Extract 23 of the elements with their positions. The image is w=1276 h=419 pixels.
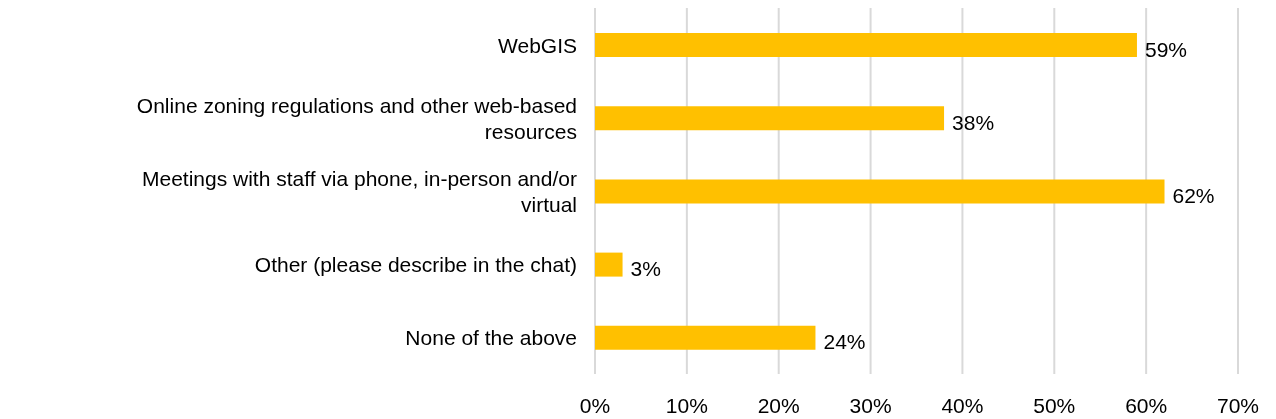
x-tick-label: 40% [941, 393, 984, 417]
data-label: 3% [630, 257, 661, 281]
bar [595, 33, 1137, 57]
data-label: 38% [952, 110, 995, 134]
data-label: 24% [823, 330, 866, 354]
x-tick-label: 50% [1033, 393, 1076, 417]
y-tick-label: WebGIS [498, 33, 577, 57]
data-label: 62% [1172, 183, 1215, 207]
x-tick-label: 10% [665, 393, 708, 417]
y-tick-label: None of the above [405, 325, 577, 349]
x-tick-label: 60% [1125, 393, 1168, 417]
bar [595, 252, 623, 277]
data-label: 59% [1144, 37, 1187, 61]
bar [595, 325, 816, 350]
y-tick-label: Other (please describe in the chat) [254, 252, 577, 276]
x-tick-label: 0% [579, 393, 611, 417]
x-tick-label: 70% [1216, 393, 1260, 417]
bar [595, 179, 1165, 204]
x-tick-label: 20% [757, 393, 800, 417]
y-tick-label: Online zoning regulations and other web-based resources [136, 93, 577, 143]
bar [595, 106, 945, 131]
y-tick-label: Meetings with staff via phone, in-person and/or virtual [141, 166, 577, 216]
x-tick-label: 30% [849, 393, 892, 417]
